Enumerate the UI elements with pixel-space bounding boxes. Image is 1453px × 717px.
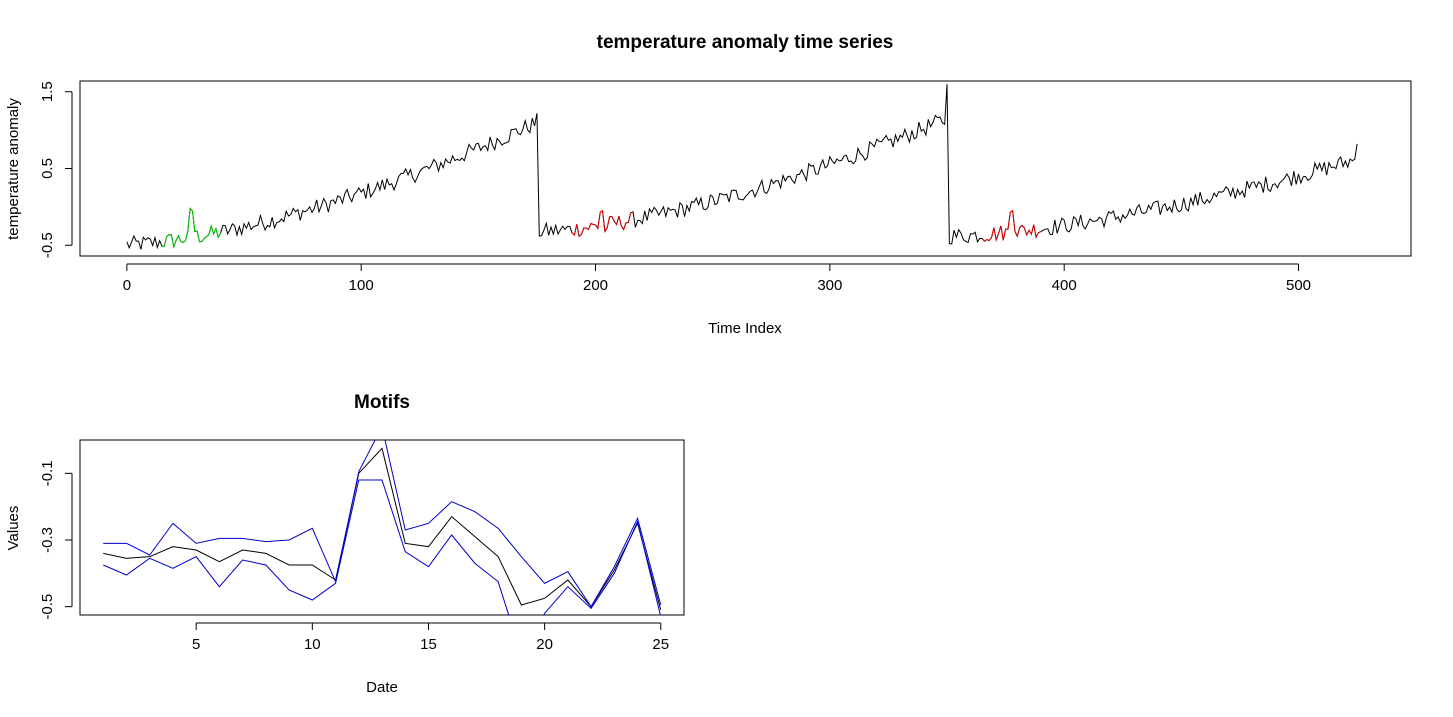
motifs-y-axis: -0.5 -0.3 -0.1 bbox=[39, 460, 73, 620]
motifs-plot-box bbox=[79, 439, 685, 616]
time-series-lines bbox=[126, 84, 1358, 250]
time-series-x-tick-label: 200 bbox=[583, 277, 608, 294]
motifs-lines bbox=[103, 440, 662, 615]
motifs-x-tick-label: 25 bbox=[652, 636, 669, 653]
motifs-panel: Motifs 5 10 15 20 25 -0.5 -0.3 -0.1 Date Value… bbox=[5, 392, 685, 696]
motif-center-line bbox=[103, 447, 662, 611]
time-series-title: temperature anomaly time series bbox=[597, 32, 894, 53]
motifs-y-label: Values bbox=[5, 506, 22, 551]
time-series-panel: temperature anomaly time series 0 100 200 3… bbox=[5, 32, 1412, 337]
motifs-x-tick-label: 20 bbox=[536, 636, 553, 653]
time-series-y-tick-label: 1.5 bbox=[39, 81, 56, 102]
motifs-x-label: Date bbox=[366, 679, 398, 696]
motifs-x-tick-label: 15 bbox=[420, 636, 437, 653]
time-series-x-tick-label: 100 bbox=[349, 277, 374, 294]
motif-highlight-segment bbox=[981, 209, 1041, 242]
time-series-x-tick-label: 0 bbox=[123, 277, 131, 294]
motifs-x-tick-label: 5 bbox=[192, 636, 200, 653]
time-series-x-tick-label: 500 bbox=[1286, 277, 1311, 294]
time-series-y-axis: -0.5 0.5 1.5 bbox=[39, 81, 73, 258]
time-series-x-tick-label: 400 bbox=[1052, 277, 1077, 294]
motifs-title: Motifs bbox=[354, 392, 410, 413]
time-series-x-axis: 0 100 200 300 400 500 bbox=[123, 263, 1311, 294]
motif-bound-line bbox=[103, 479, 661, 615]
motifs-x-tick-label: 10 bbox=[304, 636, 321, 653]
motifs-x-axis: 5 10 15 20 25 bbox=[192, 622, 669, 653]
time-series-x-tick-label: 300 bbox=[817, 277, 842, 294]
time-series-line bbox=[126, 84, 1358, 250]
time-series-x-label: Time Index bbox=[708, 320, 782, 337]
motif-highlight-segment bbox=[571, 209, 632, 238]
motifs-y-tick-label: -0.1 bbox=[39, 460, 56, 486]
motif-highlight-segment bbox=[161, 207, 222, 249]
time-series-y-label: temperature anomaly bbox=[5, 98, 22, 240]
time-series-y-tick-label: -0.5 bbox=[39, 232, 56, 258]
motifs-y-tick-label: -0.5 bbox=[39, 594, 56, 620]
motif-bound-line bbox=[103, 440, 662, 608]
time-series-y-tick-label: 0.5 bbox=[39, 158, 56, 179]
time-series-plot-box bbox=[79, 80, 1412, 257]
motifs-y-tick-label: -0.3 bbox=[39, 527, 56, 553]
